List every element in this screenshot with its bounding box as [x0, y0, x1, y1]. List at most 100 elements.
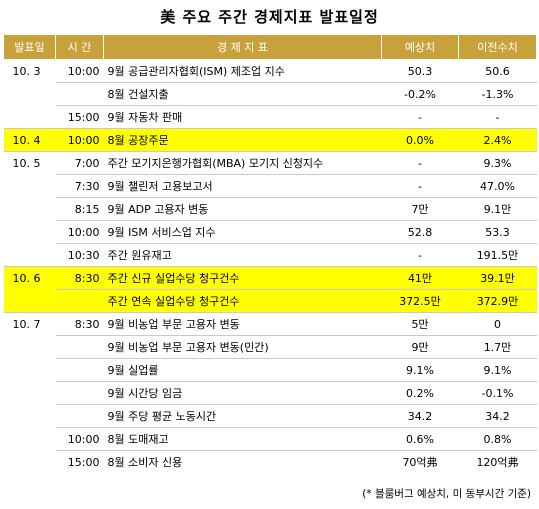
table-row: 10. 7 8:30 9월 비농업 부문 고용자 변동 5만 0	[3, 312, 537, 336]
row-time	[55, 82, 104, 106]
row-time: 10:00	[55, 427, 104, 451]
row-time: 8:15	[55, 197, 104, 221]
table-row: 9월 시간당 임금 0.2% -0.1%	[4, 381, 537, 405]
row-date: 10. 3	[3, 59, 56, 83]
row-expected: 41만	[381, 266, 459, 290]
row-expected: -0.2%	[381, 82, 459, 106]
footnote: (* 블룸버그 예상치, 미 동부시간 기준)	[362, 488, 531, 500]
row-date	[4, 244, 56, 267]
row-expected: 34.2	[381, 404, 459, 428]
row-time	[55, 289, 104, 313]
row-indicator: 9월 자동차 판매	[103, 105, 382, 129]
row-previous: 47.0%	[458, 174, 537, 198]
table-row: 주간 연속 실업수당 청구건수 372.5만 372.9만	[3, 289, 537, 313]
row-date	[4, 221, 56, 244]
row-expected: 5만	[381, 312, 459, 336]
row-previous: 34.2	[458, 404, 537, 428]
row-indicator: 9월 비농업 부문 고용자 변동	[103, 312, 382, 336]
row-expected: -	[381, 174, 459, 198]
row-expected: 0.2%	[381, 381, 459, 405]
column-header-date: 발표일	[3, 34, 56, 60]
row-time: 10:30	[55, 243, 104, 267]
row-previous: 39.1만	[458, 266, 537, 290]
row-expected: -	[381, 151, 459, 175]
row-previous: 120억弗	[458, 450, 537, 473]
row-indicator: 9월 비농업 부문 고용자 변동(민간)	[103, 335, 382, 359]
row-previous: 0.8%	[458, 427, 537, 451]
row-expected: -	[381, 243, 459, 267]
row-indicator: 주간 모기지은행가협회(MBA) 모기지 신청지수	[103, 151, 382, 175]
row-time: 10:00	[55, 59, 104, 83]
row-time: 15:00	[55, 450, 104, 473]
row-date	[4, 175, 56, 198]
row-previous: 1.7만	[458, 335, 537, 359]
table-row: 10:00 9월 ISM 서비스업 지수 52.8 53.3	[4, 220, 537, 244]
table-row: 8월 건설지출 -0.2% -1.3%	[4, 82, 537, 106]
row-time	[55, 381, 104, 405]
table-row: 9월 주당 평균 노동시간 34.2 34.2	[4, 404, 537, 428]
table-row: 15:00 9월 자동차 판매 - -	[4, 105, 537, 129]
row-previous: 0	[458, 312, 537, 336]
row-time	[55, 358, 104, 382]
row-indicator: 9월 ADP 고용자 변동	[103, 197, 382, 221]
row-previous: -1.3%	[458, 82, 537, 106]
row-previous: 191.5만	[458, 243, 537, 267]
row-indicator: 8월 건설지출	[103, 82, 382, 106]
row-date	[4, 198, 56, 221]
table-row: 10. 6 8:30 주간 신규 실업수당 청구건수 41만 39.1만	[3, 266, 537, 290]
economic-calendar-table: 발표일 시 간 경 제 지 표 예상치 이전수치 10. 3 10:00 9월 공급…	[3, 34, 537, 473]
row-expected: 7만	[381, 197, 459, 221]
row-date	[3, 289, 56, 313]
row-date	[4, 106, 56, 129]
row-expected: 52.8	[381, 220, 459, 244]
row-time	[55, 335, 104, 359]
table-row: 15:00 8월 소비자 신용 70억弗 120억弗	[4, 450, 537, 473]
row-expected: 9만	[381, 335, 459, 359]
row-previous: 9.1%	[458, 358, 537, 382]
table-row: 9월 실업률 9.1% 9.1%	[4, 358, 537, 382]
row-indicator: 8월 도매재고	[103, 427, 382, 451]
row-expected: 0.0%	[381, 128, 459, 152]
row-date: 10. 5	[3, 151, 56, 175]
row-indicator: 주간 원유재고	[103, 243, 382, 267]
row-indicator: 9월 시간당 임금	[103, 381, 382, 405]
table-row: 10. 4 10:00 8월 공장주문 0.0% 2.4%	[3, 128, 537, 152]
row-indicator: 9월 ISM 서비스업 지수	[103, 220, 382, 244]
column-header-expected: 예상치	[381, 34, 459, 60]
column-header-indicator: 경 제 지 표	[103, 34, 382, 60]
row-expected: 50.3	[381, 59, 459, 83]
row-date: 10. 4	[3, 128, 56, 152]
row-indicator: 9월 주당 평균 노동시간	[103, 404, 382, 428]
row-date	[4, 405, 56, 428]
row-previous: -0.1%	[458, 381, 537, 405]
row-date: 10. 6	[3, 266, 56, 290]
row-time: 8:30	[55, 266, 104, 290]
row-time: 15:00	[55, 105, 104, 129]
table-row: 10. 3 10:00 9월 공급관리자협회(ISM) 제조업 지수 50.3 50.6	[3, 59, 537, 83]
row-time: 10:00	[55, 128, 104, 152]
row-indicator: 9월 챌린저 고용보고서	[103, 174, 382, 198]
row-indicator: 8월 공장주문	[103, 128, 382, 152]
row-indicator: 주간 신규 실업수당 청구건수	[103, 266, 382, 290]
row-expected: 372.5만	[381, 289, 459, 313]
row-expected: 70억弗	[381, 450, 459, 473]
table-row: 10. 5 7:00 주간 모기지은행가협회(MBA) 모기지 신청지수 -9.3%	[3, 151, 537, 175]
row-expected: 0.6%	[381, 427, 459, 451]
row-time: 8:30	[55, 312, 104, 336]
row-date	[4, 359, 56, 382]
table-row: 8:15 9월 ADP 고용자 변동 7만 9.1만	[4, 197, 537, 221]
row-previous: 9.1만	[458, 197, 537, 221]
row-indicator: 8월 소비자 신용	[103, 450, 382, 473]
row-time: 7:30	[55, 174, 104, 198]
row-previous: 53.3	[458, 220, 537, 244]
row-previous: 372.9만	[458, 289, 537, 313]
row-previous: 50.6	[458, 59, 537, 83]
table-header-row: 발표일 시 간 경 제 지 표 예상치 이전수치	[3, 34, 537, 60]
column-header-time: 시 간	[55, 34, 104, 60]
column-header-previous: 이전수치	[458, 34, 537, 60]
row-previous: 9.3%	[458, 151, 537, 175]
page-title: 美 주요 주간 경제지표 발표일정	[160, 8, 379, 26]
table-row: 9월 비농업 부문 고용자 변동(민간) 9만 1.7만	[4, 335, 537, 359]
row-indicator: 9월 공급관리자협회(ISM) 제조업 지수	[103, 59, 382, 83]
row-previous: 2.4%	[458, 128, 537, 152]
